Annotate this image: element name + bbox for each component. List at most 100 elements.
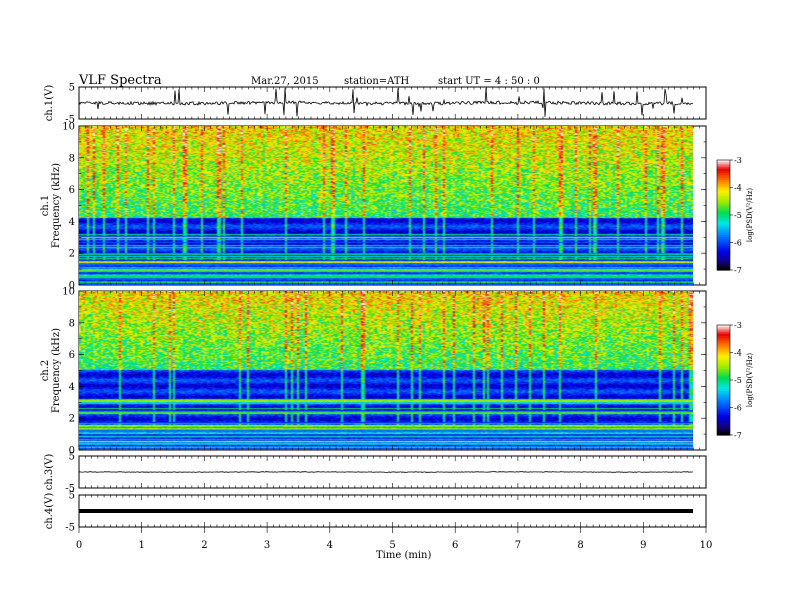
- colorbar-segment: [717, 398, 730, 401]
- colorbar-segment: [717, 237, 730, 240]
- y-tick-label: -5: [65, 484, 75, 495]
- colorbar-tick-label: -6: [734, 239, 742, 248]
- colorbar-segment: [717, 420, 730, 423]
- colorbar-segment: [717, 169, 730, 172]
- y-axis-label: Frequency (kHz): [51, 163, 62, 248]
- colorbar-segment: [717, 229, 730, 233]
- colorbar-segment: [717, 387, 730, 390]
- colorbar-segment: [717, 257, 730, 260]
- colorbar-segment: [717, 341, 730, 344]
- x-tick-label: 8: [577, 540, 583, 551]
- colorbar-label: log(PSD(V²/Hz): [746, 353, 754, 408]
- colorbar-segment: [717, 196, 730, 200]
- colorbar-segment: [717, 369, 730, 372]
- colorbar-segment: [717, 381, 730, 385]
- colorbar-segment: [717, 266, 730, 269]
- colorbar-segment: [717, 253, 730, 256]
- colorbar-segment: [717, 380, 730, 383]
- colorbar-segment: [717, 204, 730, 207]
- colorbar-segment: [717, 216, 730, 220]
- colorbar-segment: [717, 416, 730, 420]
- colorbar-segment: [717, 191, 730, 194]
- x-tick-label: 5: [389, 540, 395, 551]
- colorbar-segment: [717, 182, 730, 185]
- colorbar-segment: [717, 332, 730, 335]
- x-tick-label: 0: [76, 540, 82, 551]
- x-tick-label: 3: [264, 540, 270, 551]
- colorbar-segment: [717, 224, 730, 227]
- colorbar-segment: [717, 347, 730, 350]
- colorbar-segment: [717, 251, 730, 255]
- colorbar-segment: [717, 336, 730, 339]
- colorbar-segment: [717, 226, 730, 229]
- x-axis-label: Time (min): [376, 550, 431, 561]
- colorbar-segment: [717, 389, 730, 392]
- colorbar-segment: [717, 180, 730, 183]
- colorbar-segment: [717, 171, 730, 174]
- colorbar-segment: [717, 218, 730, 222]
- colorbar-segment: [717, 193, 730, 196]
- y-tick-label: -5: [65, 115, 75, 126]
- colorbar-segment: [717, 189, 730, 192]
- x-tick-label: 6: [452, 540, 458, 551]
- colorbar-segment: [717, 233, 730, 236]
- x-tick-label: 4: [327, 540, 333, 551]
- y-tick-label: 10: [62, 287, 75, 298]
- colorbar-segment: [717, 211, 730, 214]
- colorbar-segment: [717, 429, 730, 432]
- colorbar-segment: [717, 207, 730, 211]
- colorbar-segment: [717, 249, 730, 253]
- colorbar-segment: [717, 248, 730, 251]
- colorbar-segment: [717, 161, 730, 165]
- ch1-waveform-trace: [78, 88, 694, 117]
- colorbar-segment: [717, 178, 730, 181]
- header-start-time: start UT = 4 : 50 : 0: [438, 76, 540, 87]
- colorbar-segment: [717, 328, 730, 332]
- colorbar-tick-label: -3: [734, 156, 742, 165]
- colorbar-tick-label: -4: [734, 349, 742, 358]
- colorbar-segment: [717, 167, 730, 170]
- colorbar-segment: [717, 325, 730, 328]
- colorbar-segment: [717, 222, 730, 225]
- colorbar-segment: [717, 160, 730, 163]
- colorbar-segment: [717, 183, 730, 187]
- colorbar-segment: [717, 431, 730, 434]
- x-tick-label: 9: [640, 540, 646, 551]
- colorbar-segment: [717, 185, 730, 189]
- x-tick-label: 2: [201, 540, 207, 551]
- colorbars: -3 -4 -5 -6 -7 log(PSD(V²/Hz) -3 -4 -5 -6 -7 log(PS…: [716, 156, 754, 440]
- colorbar-segment: [717, 418, 730, 421]
- colorbar-segment: [717, 262, 730, 266]
- y-tick-label: -5: [65, 523, 75, 534]
- colorbar-segment: [717, 354, 730, 357]
- colorbar-segment: [717, 244, 730, 247]
- colorbar-segment: [717, 385, 730, 388]
- colorbar-segment: [717, 427, 730, 431]
- y-tick-label: 8: [69, 153, 75, 164]
- colorbar-segment: [717, 414, 730, 418]
- colorbar-segment: [717, 348, 730, 352]
- colorbar-segment: [717, 413, 730, 416]
- colorbar-segment: [717, 240, 730, 244]
- y-axis-label: ch.4(V): [44, 493, 55, 530]
- y-tick-label: 4: [69, 217, 75, 228]
- colorbar-segment: [717, 326, 730, 330]
- colorbar-segment: [717, 363, 730, 366]
- colorbar-segment: [717, 350, 730, 354]
- colorbar-segment: [717, 165, 730, 168]
- y-tick-label: 0: [69, 281, 75, 292]
- colorbar-segment: [717, 255, 730, 258]
- colorbar-segment: [717, 205, 730, 209]
- colorbar-tick-label: -7: [734, 266, 742, 275]
- colorbar-segment: [717, 268, 730, 271]
- colorbar-segment: [717, 394, 730, 398]
- x-tick-label: 1: [139, 540, 145, 551]
- colorbar-segment: [717, 424, 730, 427]
- colorbar-segment: [717, 367, 730, 370]
- colorbar-segment: [717, 361, 730, 365]
- y-tick-label: 2: [69, 249, 75, 260]
- colorbar-tick-label: -5: [734, 211, 742, 220]
- colorbar-segment: [717, 337, 730, 341]
- colorbar-segment: [717, 422, 730, 425]
